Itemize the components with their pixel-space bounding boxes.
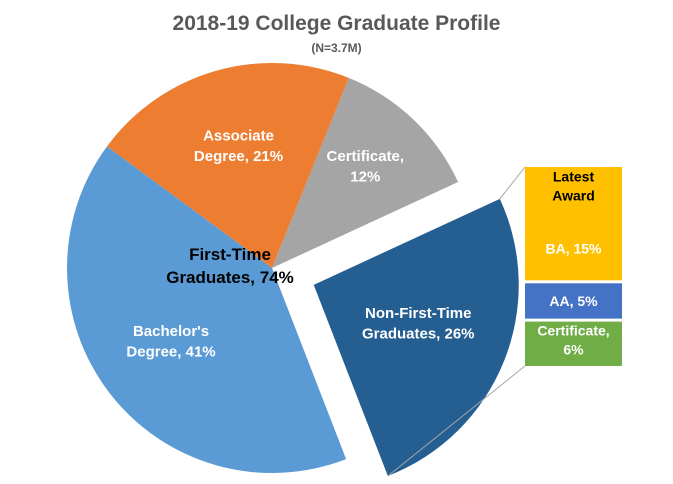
chart-title: 2018-19 College Graduate Profile	[172, 12, 501, 35]
pie-slice-certificate	[272, 77, 459, 269]
slice-label-non-first-time-line2: Graduates, 26%	[362, 325, 475, 342]
bar-segment-ba	[525, 167, 622, 281]
slice-label-certificate-line1: Certificate,	[327, 148, 405, 165]
bar-segment-aa	[525, 283, 622, 319]
bar-header-line1: Latest	[553, 169, 595, 185]
first-time-group-label-line1: First-Time	[189, 245, 271, 264]
slice-label-associate-line2: Degree, 21%	[194, 148, 283, 165]
first-time-group-label-line2: Graduates, 74%	[166, 268, 294, 287]
pie-slice-non-first-time	[313, 198, 519, 476]
bar-label-ba-line1: BA, 15%	[545, 240, 602, 256]
slice-label-bachelors-line2: Degree, 41%	[126, 343, 215, 360]
connector-line-top	[499, 166, 526, 200]
bar-label-cert-line1: Certificate,	[537, 322, 609, 338]
slice-label-non-first-time-line1: Non-First-Time	[365, 305, 471, 322]
bar-label-cert-line2: 6%	[563, 341, 584, 357]
slice-label-bachelors-line1: Bachelor's	[133, 323, 209, 340]
chart-subtitle: (N=3.7M)	[311, 41, 362, 55]
bar-label-aa-line1: AA, 5%	[549, 293, 598, 309]
bar-segment-cert	[525, 321, 622, 366]
pie-slice-associate	[107, 63, 349, 268]
connector-line-bottom	[387, 365, 526, 477]
bar-header-line2: Award	[552, 188, 595, 204]
slice-label-associate-line1: Associate	[203, 128, 274, 145]
slice-label-certificate-line2: 12%	[350, 168, 380, 185]
pie-slice-bachelors	[67, 146, 347, 474]
